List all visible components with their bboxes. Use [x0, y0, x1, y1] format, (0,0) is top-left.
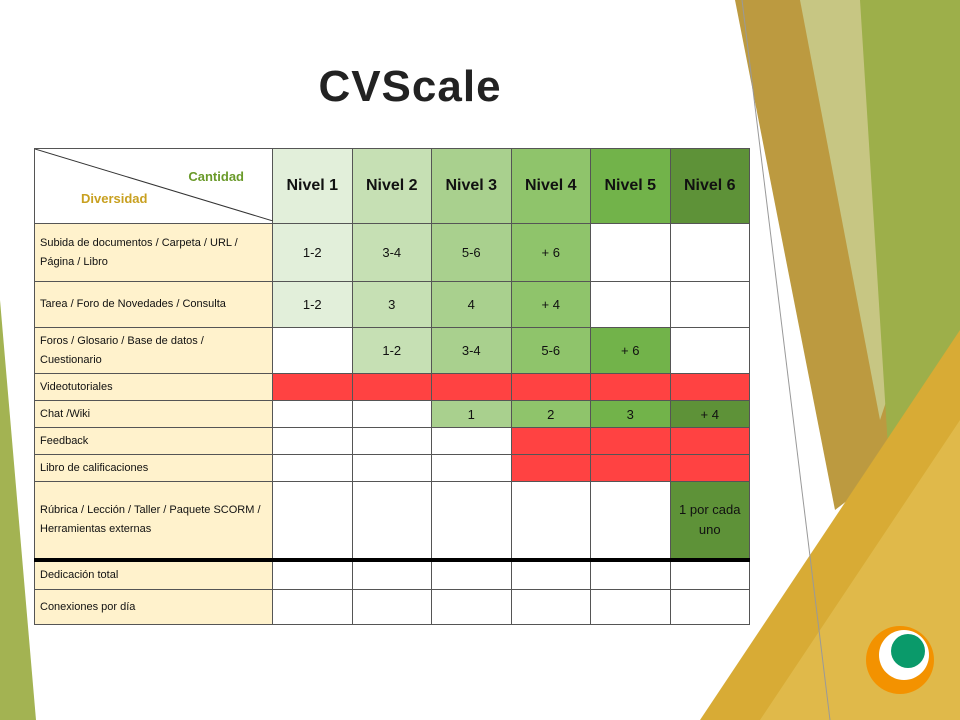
row: Foros / Glosario / Base de datos / Cuest…: [34, 327, 750, 374]
row-label: Conexiones por día: [34, 589, 273, 625]
row-label: Dedicación total: [34, 559, 273, 590]
cell: [431, 454, 512, 482]
cell: [669, 327, 750, 374]
cell: [510, 454, 591, 482]
cell: 1-2: [272, 281, 353, 328]
cell: [431, 373, 512, 401]
cell: [669, 281, 750, 328]
cell: [431, 559, 512, 590]
row-label: Chat /Wiki: [34, 400, 273, 428]
cell: [669, 223, 750, 282]
corner-cell: Cantidad Diversidad: [34, 148, 273, 224]
row: Subida de documentos / Carpeta / URL / P…: [34, 223, 750, 282]
cell: [669, 559, 750, 590]
cell: [431, 589, 512, 625]
row-label: Tarea / Foro de Novedades / Consulta: [34, 281, 273, 328]
cell: [590, 427, 671, 455]
cell: [351, 373, 432, 401]
cell: 3-4: [351, 223, 432, 282]
row: Rúbrica / Lección / Taller / Paquete SCO…: [34, 481, 750, 560]
row-label: Subida de documentos / Carpeta / URL / P…: [34, 223, 273, 282]
row: Conexiones por día: [34, 589, 750, 625]
cell: [590, 589, 671, 625]
cell: 1-2: [272, 223, 353, 282]
cell: [590, 559, 671, 590]
cell: [590, 281, 671, 328]
column-header: Nivel 6: [669, 148, 750, 224]
cell: 4: [431, 281, 512, 328]
cell: [351, 559, 432, 590]
cell: [510, 559, 591, 590]
cell: [669, 454, 750, 482]
cell: 5-6: [431, 223, 512, 282]
cell: 1: [431, 400, 512, 428]
cell: [510, 481, 591, 560]
row: Videotutoriales: [34, 373, 750, 401]
row-label: Rúbrica / Lección / Taller / Paquete SCO…: [34, 481, 273, 560]
cell: [669, 427, 750, 455]
cell: 5-6: [510, 327, 591, 374]
cell: [669, 589, 750, 625]
cell: + 4: [669, 400, 750, 428]
cell: + 6: [590, 327, 671, 374]
cell: [351, 481, 432, 560]
cell: 1-2: [351, 327, 432, 374]
corner-bottom: Diversidad: [81, 191, 148, 206]
cell: [351, 454, 432, 482]
diagonal: [35, 149, 273, 221]
cell: [272, 427, 353, 455]
row: Chat /Wiki 1 2 3 + 4: [34, 400, 750, 428]
column-header: Nivel 2: [351, 148, 432, 224]
cell: 1 por cada uno: [669, 481, 750, 560]
cell: [272, 373, 353, 401]
title: CVScale: [318, 62, 502, 111]
row: Libro de calificaciones: [34, 454, 750, 482]
row: Feedback: [34, 427, 750, 455]
cell: [590, 454, 671, 482]
cell: 2: [510, 400, 591, 428]
cell: [431, 427, 512, 455]
cell: [351, 589, 432, 625]
cell: [272, 327, 353, 374]
cell: [351, 400, 432, 428]
row-label: Libro de calificaciones: [34, 454, 273, 482]
row: Dedicación total: [34, 559, 750, 590]
row: Tarea / Foro de Novedades / Consulta 1-2 3…: [34, 281, 750, 328]
cell: [590, 373, 671, 401]
cell: [272, 559, 353, 590]
cell: [510, 373, 591, 401]
cell: [272, 589, 353, 625]
column-header: Nivel 1: [272, 148, 353, 224]
cell: 3: [351, 281, 432, 328]
column-header: Nivel 3: [431, 148, 512, 224]
row-label: Videotutoriales: [34, 373, 273, 401]
row-label: Feedback: [34, 427, 273, 455]
cell: + 6: [510, 223, 591, 282]
cell: [272, 454, 353, 482]
corner-top: Cantidad: [188, 169, 244, 184]
column-header: Nivel 5: [590, 148, 671, 224]
cell: [351, 427, 432, 455]
cell: [590, 223, 671, 282]
cell: [272, 481, 353, 560]
cell: 3: [590, 400, 671, 428]
cell: 3-4: [431, 327, 512, 374]
column-header: Nivel 4: [510, 148, 591, 224]
cell: [510, 589, 591, 625]
cell: [590, 481, 671, 560]
cell: [669, 373, 750, 401]
row-label: Foros / Glosario / Base de datos / Cuest…: [34, 327, 273, 374]
cell: [272, 400, 353, 428]
cell: [510, 427, 591, 455]
cell: + 4: [510, 281, 591, 328]
cell: [431, 481, 512, 560]
